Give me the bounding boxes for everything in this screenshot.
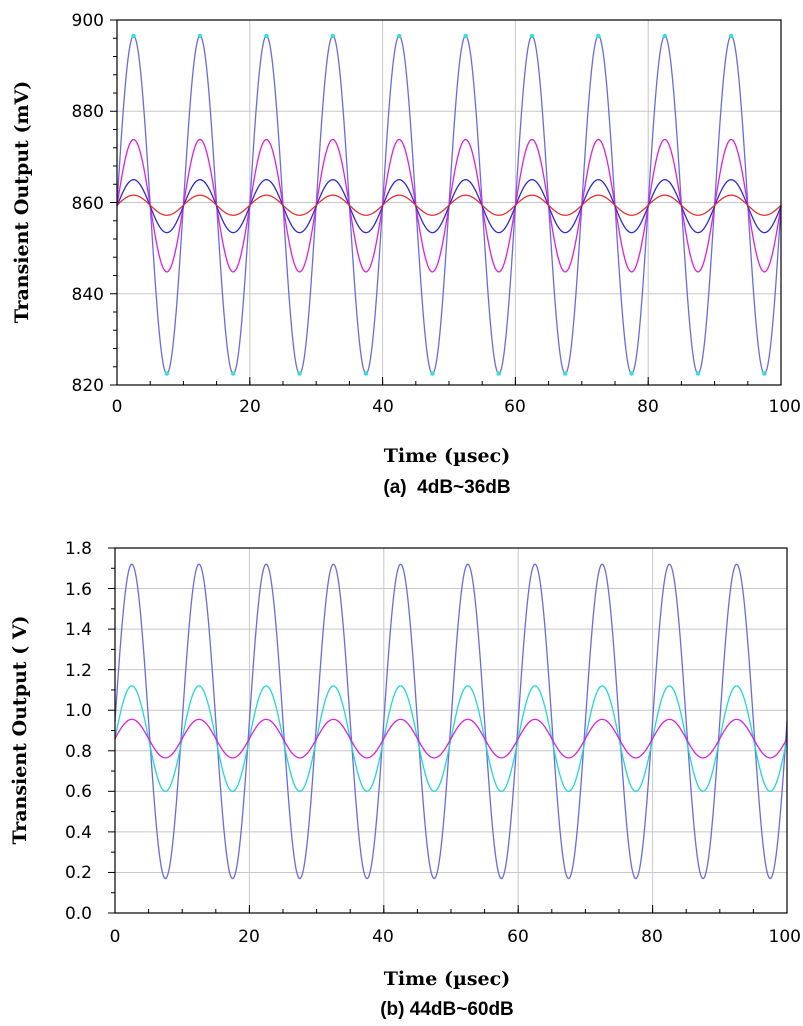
chart-b-caption: (b) 44dB~60dB — [380, 999, 514, 1020]
chart-b-xtick-4: 80 — [641, 927, 663, 947]
chart-a: 820 840 860 880 900 0 20 40 60 80 100 Tr… — [11, 11, 801, 498]
chart-a-ytick-0: 820 — [72, 376, 104, 396]
chart-a-series-3-line — [116, 194, 782, 216]
chart-a-ytick-1: 840 — [72, 285, 104, 305]
chart-b-ytick-7: 1.4 — [65, 620, 92, 640]
chart-b-xlabel: Time (µsec) — [384, 968, 510, 990]
chart-a-series-0-marker — [430, 371, 435, 376]
chart-a-ytick-4: 900 — [72, 11, 104, 31]
chart-a-series-0-marker — [397, 33, 402, 39]
chart-b-xtick-2: 40 — [372, 927, 394, 947]
chart-a-ticks — [110, 19, 782, 386]
chart-a-xlabel: Time (µsec) — [384, 445, 510, 467]
chart-b-ytick-1: 0.2 — [65, 863, 92, 883]
chart-b-ytick-5: 1.0 — [65, 701, 92, 721]
chart-a-series-0-marker — [197, 33, 203, 39]
chart-a-series-0-marker — [729, 33, 734, 39]
chart-a-series-0-marker — [596, 33, 601, 39]
chart-a-series-0-marker — [164, 371, 169, 376]
chart-a-series-0-marker — [363, 371, 369, 376]
chart-b-ylabel: Transient Output ( V) — [9, 615, 31, 844]
chart-b-ytick-9: 1.8 — [65, 539, 92, 559]
chart-a-series-0-marker — [330, 33, 335, 39]
chart-a-xtick-5: 100 — [769, 397, 801, 417]
chart-b-ytick-8: 1.6 — [65, 580, 92, 600]
chart-a-series-0-marker — [695, 371, 701, 376]
chart-b-series-2-line — [114, 718, 788, 759]
chart-b-xtick-1: 20 — [238, 927, 260, 947]
chart-a-series-0-marker — [762, 371, 767, 376]
chart-a-ytick-3: 880 — [72, 102, 104, 122]
chart-a-xtick-1: 20 — [239, 397, 261, 417]
chart-a-series — [116, 33, 782, 376]
chart-b-ytick-4: 0.8 — [65, 742, 92, 762]
chart-b-ticks — [108, 547, 788, 914]
chart-a-series-0-marker — [231, 371, 236, 376]
chart-a-series-0-marker — [529, 33, 535, 39]
chart-b: 0.0 0.2 0.4 0.6 0.8 1.0 1.2 1.4 1.6 1.8 … — [9, 539, 801, 1020]
chart-b-series-0-line — [114, 563, 788, 880]
chart-a-caption: (a) 4dB~36dB — [383, 477, 510, 498]
chart-a-ytick-2: 860 — [72, 194, 104, 214]
chart-a-series-0-marker — [563, 371, 568, 376]
chart-a-series-0-marker — [297, 371, 302, 376]
chart-a-ylabel: Transient Output (mV) — [11, 81, 33, 324]
chart-b-ytick-6: 1.2 — [65, 661, 92, 681]
chart-a-xtick-4: 80 — [637, 397, 659, 417]
chart-b-xtick-0: 0 — [110, 927, 121, 947]
chart-a-series-0-marker — [629, 371, 634, 376]
chart-a-series-0-marker — [662, 33, 667, 39]
chart-b-series — [114, 563, 788, 880]
chart-a-xtick-2: 40 — [372, 397, 394, 417]
chart-a-series-0-marker — [131, 33, 136, 39]
chart-a-xtick-0: 0 — [112, 397, 123, 417]
chart-a-series-0-marker — [496, 371, 501, 376]
chart-b-xtick-5: 100 — [769, 927, 801, 947]
chart-a-series-0-marker — [264, 33, 269, 39]
chart-a-xtick-3: 60 — [504, 397, 526, 417]
chart-a-series-2-line — [116, 179, 782, 234]
chart-a-series-0-marker — [463, 33, 468, 39]
chart-b-ytick-0: 0.0 — [65, 904, 92, 924]
chart-b-ytick-3: 0.6 — [65, 782, 92, 802]
chart-b-xtick-3: 60 — [507, 927, 529, 947]
chart-b-ytick-2: 0.4 — [65, 823, 92, 843]
